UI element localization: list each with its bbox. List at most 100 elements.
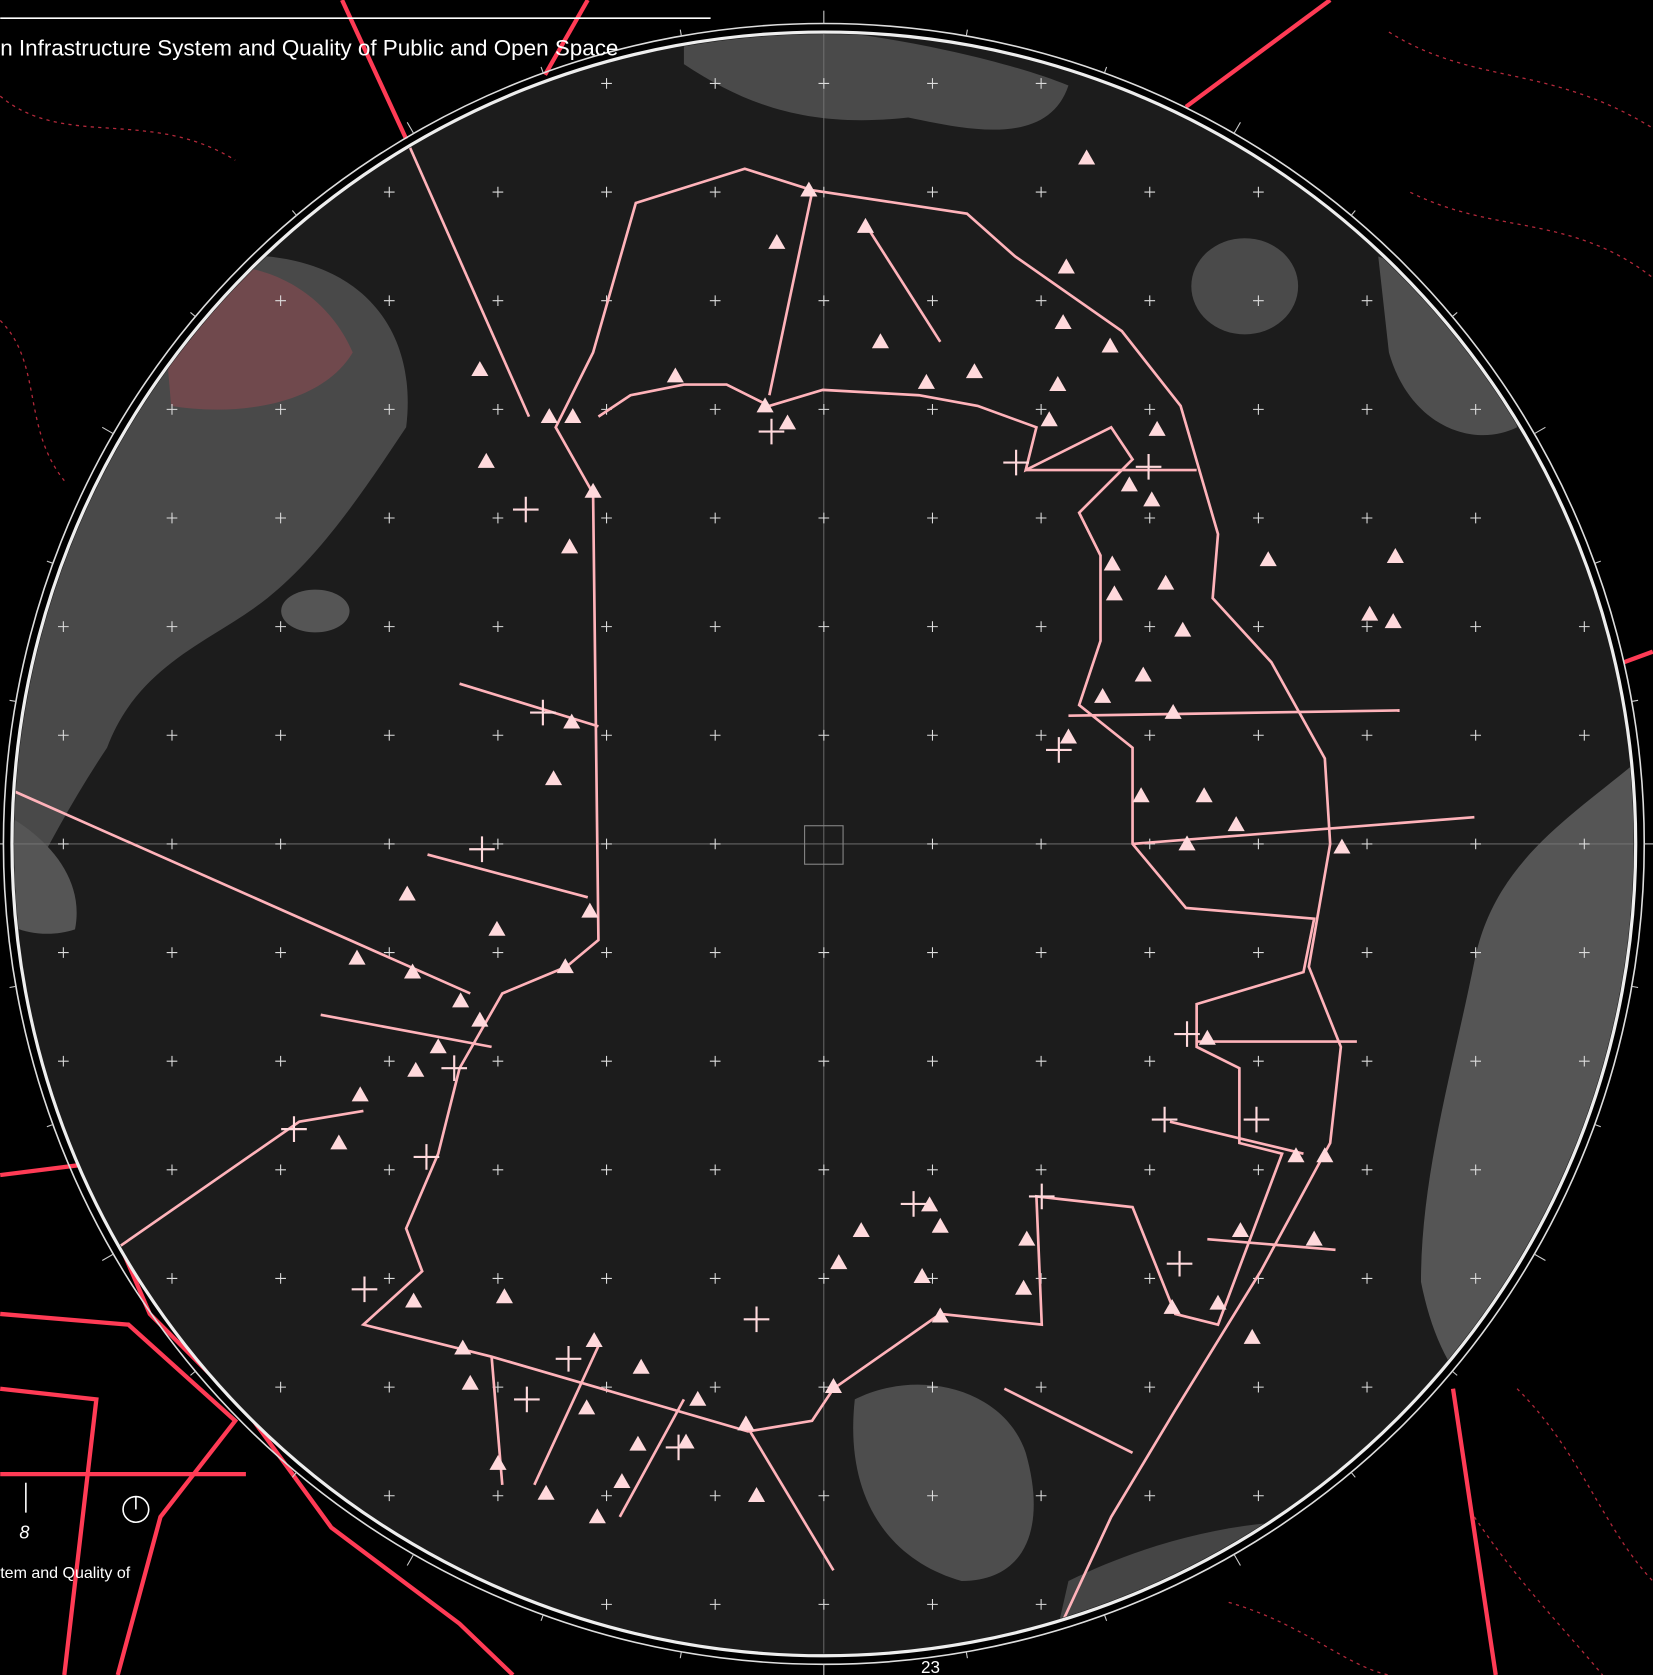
facility-triangle	[1040, 411, 1058, 427]
grid-cross	[275, 947, 286, 958]
grid-cross	[492, 1490, 504, 1502]
grid-cross	[818, 1381, 830, 1393]
facility-triangle	[471, 361, 489, 377]
grid-cross	[709, 1273, 721, 1284]
grid-cross	[709, 78, 721, 89]
grid-cross	[1144, 621, 1156, 632]
grid-cross	[927, 404, 938, 415]
node-cross	[1028, 1183, 1055, 1210]
grid-cross	[1470, 1055, 1482, 1067]
contours-outside	[0, 31, 1653, 1675]
grid-cross	[1035, 1599, 1047, 1610]
facility-triangle	[1078, 149, 1096, 165]
facility-triangle	[405, 1292, 423, 1308]
grid-cross	[601, 621, 612, 632]
grid-cross	[818, 1599, 830, 1610]
grid-cross	[383, 838, 395, 850]
facility-triangle	[351, 1086, 369, 1102]
facility-triangle	[1195, 787, 1213, 803]
grid-cross	[1144, 1055, 1156, 1067]
hill	[683, 34, 1069, 130]
facility-triangle	[921, 1196, 939, 1212]
facility-triangle	[1243, 1328, 1261, 1344]
grid-cross	[601, 1599, 612, 1610]
grid-cross	[601, 78, 612, 89]
facility-triangle	[830, 1254, 848, 1270]
grid-cross	[1253, 404, 1264, 415]
hill	[1378, 256, 1518, 436]
grid-cross	[1470, 1273, 1482, 1284]
grid-cross	[275, 1273, 286, 1284]
compass-tick	[1451, 1370, 1458, 1376]
grid-cross	[709, 404, 721, 415]
grid-cross	[166, 729, 178, 741]
node-cross	[1135, 454, 1162, 480]
facility-triangle	[1231, 1222, 1249, 1238]
grid-cross	[601, 186, 612, 198]
facility-triangle	[477, 452, 495, 468]
grid-cross	[1035, 729, 1047, 741]
facility-triangle	[330, 1134, 348, 1150]
node-cross	[900, 1191, 927, 1217]
page-number: 23	[921, 1658, 940, 1675]
grid-cross	[1253, 1381, 1264, 1393]
grid-cross	[1035, 621, 1047, 632]
grid-cross	[818, 78, 830, 89]
grid-cross	[58, 838, 69, 850]
grid-cross	[1470, 404, 1482, 415]
grid-cross	[601, 1055, 612, 1067]
compass-tick	[1103, 1614, 1108, 1622]
grid-cross	[1144, 729, 1156, 741]
grid-cross	[58, 1055, 69, 1067]
grid-cross	[383, 186, 395, 198]
grid-cross	[383, 729, 395, 741]
legend-caption: tem and Quality of	[0, 1564, 131, 1582]
grid-cross	[166, 1164, 178, 1176]
grid-cross	[818, 512, 830, 524]
facility-triangle	[564, 408, 582, 424]
facility-triangle	[495, 1288, 513, 1304]
grid-cross	[601, 1273, 612, 1284]
grid-cross	[275, 729, 286, 741]
compass-tick	[9, 985, 16, 989]
grid-cross	[166, 1273, 178, 1284]
compass-tick	[46, 1124, 54, 1128]
grid-cross	[1253, 838, 1264, 850]
grid-cross	[1361, 512, 1373, 524]
grid-cross	[709, 947, 721, 958]
facility-triangle	[1134, 666, 1152, 682]
node-cross	[665, 1434, 692, 1461]
grid-cross	[383, 1273, 395, 1284]
compass-tick	[1594, 1124, 1601, 1128]
grid-cross	[601, 838, 612, 850]
grid-cross	[1253, 186, 1264, 198]
grid-cross	[1253, 621, 1264, 632]
grid-cross	[709, 1490, 721, 1502]
facility-triangle	[1333, 838, 1351, 854]
grid-cross	[709, 1599, 721, 1610]
grid-cross	[927, 512, 938, 524]
grid-cross	[166, 1055, 178, 1067]
grid-cross	[1035, 512, 1047, 524]
grid-cross	[492, 947, 504, 958]
facility-triangle	[1198, 1029, 1216, 1045]
node-cross	[1003, 449, 1029, 476]
grid-cross	[1253, 1164, 1264, 1176]
grid-cross	[1144, 186, 1156, 198]
facility-triangle	[556, 958, 574, 974]
compass-tick	[540, 66, 544, 74]
hill	[1191, 238, 1299, 335]
grid-cross	[1361, 947, 1373, 958]
grid-cross	[383, 947, 395, 958]
facility-triangle	[931, 1217, 949, 1233]
grid-cross	[1035, 1055, 1047, 1067]
grid-cross	[166, 621, 178, 632]
grid-cross	[1361, 1055, 1373, 1067]
compass-tick	[1451, 312, 1458, 317]
grid-cross	[709, 1055, 721, 1067]
facility-triangle	[778, 414, 797, 430]
grid-cross	[1144, 512, 1156, 524]
grid-cross	[1144, 1381, 1156, 1393]
grid-cross	[1035, 295, 1047, 307]
facility-triangle	[852, 1222, 870, 1238]
